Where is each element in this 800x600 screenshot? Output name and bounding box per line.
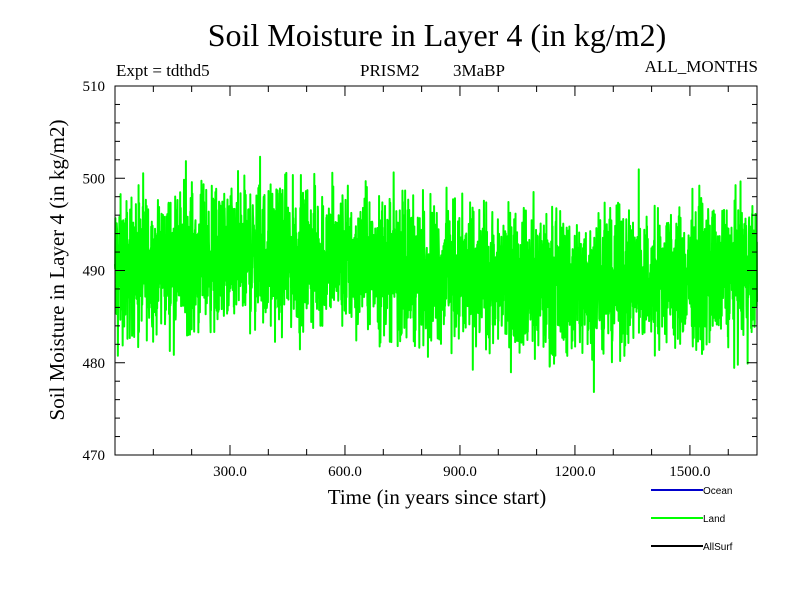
x-tick-label: 1200.0 bbox=[554, 464, 595, 480]
y-tick-label: 490 bbox=[83, 264, 106, 280]
y-tick-label: 470 bbox=[83, 448, 106, 464]
land-line bbox=[114, 155, 758, 393]
period-label: ALL_MONTHS bbox=[645, 57, 758, 76]
series-land bbox=[114, 155, 758, 393]
chart-title: Soil Moisture in Layer 4 (in kg/m2) bbox=[208, 17, 667, 53]
x-axis: 300.0 600.0 900.0 1200.0 1500.0 bbox=[152, 86, 729, 480]
y-axis: 470 480 490 500 510 bbox=[83, 79, 757, 464]
plot-area bbox=[114, 155, 758, 393]
x-tick-label: 900.0 bbox=[443, 464, 477, 480]
x-tick-label: 1500.0 bbox=[669, 464, 710, 480]
legend-label-land: Land bbox=[703, 514, 725, 525]
experiment-label: Expt = tdthd5 bbox=[116, 61, 210, 80]
x-tick-label: 300.0 bbox=[213, 464, 247, 480]
x-tick-label: 600.0 bbox=[328, 464, 362, 480]
y-tick-label: 500 bbox=[83, 171, 106, 187]
legend-label-allsurf: AllSurf bbox=[703, 542, 733, 553]
legend-label-ocean: Ocean bbox=[703, 486, 732, 497]
y-tick-label: 480 bbox=[83, 356, 106, 372]
subtitle-left: PRISM2 bbox=[360, 61, 420, 80]
subtitle-right: 3MaBP bbox=[453, 61, 505, 80]
legend: Ocean Land AllSurf bbox=[651, 486, 733, 553]
y-tick-label: 510 bbox=[83, 79, 106, 95]
x-axis-label: Time (in years since start) bbox=[328, 485, 547, 509]
y-axis-label: Soil Moisture in Layer 4 (in kg/m2) bbox=[45, 120, 69, 421]
